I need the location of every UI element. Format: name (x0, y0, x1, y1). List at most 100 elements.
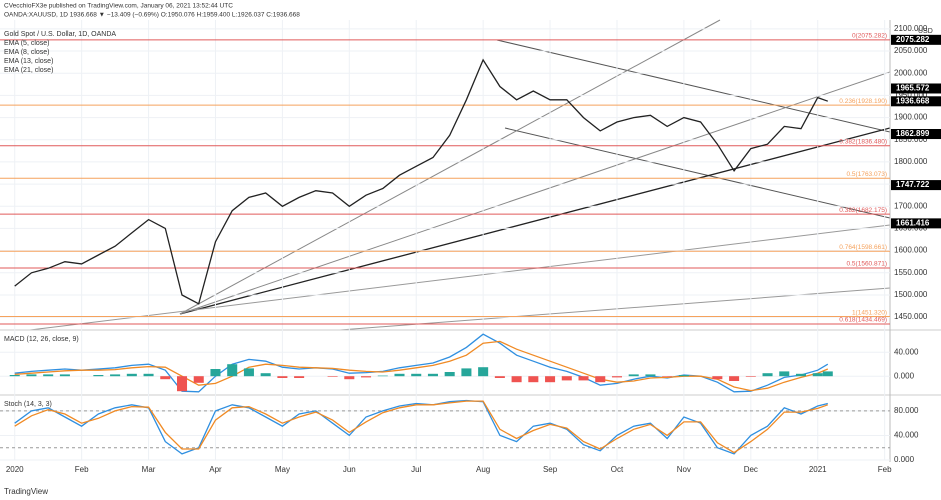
price-tag (891, 96, 941, 107)
fib-label: 0.618(1434.469) (839, 317, 887, 324)
histogram-bar (294, 376, 305, 378)
histogram-bar (511, 376, 522, 383)
y-tick-label: 1900.000 (894, 113, 928, 122)
y-tick-label: 1800.000 (894, 157, 928, 166)
histogram-bar (126, 373, 137, 377)
x-tick-label: Jun (343, 465, 356, 474)
histogram-bar (361, 376, 372, 378)
fib-label: 0.382(1682.175) (839, 207, 887, 214)
histogram-bar (110, 374, 121, 377)
trend-mid (179, 71, 891, 315)
histogram-bar (628, 374, 639, 377)
fib-label: 1(1451.320) (852, 309, 887, 316)
publisher: CVecchioFX3e published on TradingView.co… (4, 3, 233, 10)
histogram-bar (595, 376, 606, 383)
footer-logo: TradingView (4, 487, 48, 496)
histogram-bar (344, 376, 355, 380)
histogram-bar (812, 373, 823, 377)
histogram-bar (143, 373, 154, 377)
histogram-bar (210, 369, 221, 377)
indicator-label: EMA (13, close) (4, 58, 53, 65)
histogram-bar (478, 367, 489, 377)
histogram-bar (327, 376, 338, 377)
x-tick-label: Oct (611, 465, 624, 474)
x-tick-label: Dec (744, 465, 758, 474)
histogram-bar (762, 373, 773, 377)
x-tick-label: Aug (476, 465, 490, 474)
currency: USD (918, 28, 933, 35)
price-tag-label: 1661.416 (896, 218, 930, 227)
histogram-bar (528, 376, 539, 383)
indicator-label: EMA (5, close) (4, 40, 50, 47)
fib-label: 0.382(1836.480) (839, 138, 887, 145)
histogram-bar (779, 371, 790, 377)
fib-label: 0.5(1763.073) (847, 171, 887, 178)
histogram-bar (678, 375, 689, 377)
histogram-bar (561, 376, 572, 381)
y-tick-label: 1850.000 (894, 135, 928, 144)
x-tick-label: 2020 (6, 465, 24, 474)
histogram-bar (461, 368, 472, 377)
indicator-label: EMA (8, close) (4, 49, 50, 56)
series-line (14, 400, 829, 454)
panel-title: Stoch (14, 3, 3) (4, 401, 52, 408)
histogram-bar (43, 374, 54, 377)
x-tick-label: Nov (677, 465, 691, 474)
y-tick-label: 2100.000 (894, 24, 928, 33)
histogram-bar (176, 376, 188, 392)
y-tick-label: 1700.000 (894, 201, 928, 210)
histogram-bar (26, 374, 37, 377)
histogram-bar (712, 376, 723, 380)
histogram-bar (545, 376, 556, 383)
price-tag (891, 129, 941, 140)
price-tag-label: 2075.282 (896, 35, 930, 44)
histogram-bar (227, 364, 238, 377)
histogram-bar (611, 376, 622, 378)
price-tag (891, 218, 941, 229)
histogram-bar (822, 371, 833, 377)
y-tick-label: 1600.000 (894, 246, 928, 255)
y-tick-label: 1450.000 (894, 312, 928, 321)
y-tick-label: 0.000 (894, 455, 915, 464)
histogram-bar (411, 373, 422, 377)
price-tag-label: 1747.722 (896, 180, 930, 189)
price-tag (891, 83, 941, 94)
histogram-bar (9, 375, 20, 377)
histogram-bar (745, 376, 756, 377)
fib-label: 0(2075.282) (852, 33, 887, 40)
x-tick-label: Sep (543, 465, 558, 474)
panel-title: Gold Spot / U.S. Dollar, 1D, OANDA (4, 31, 116, 38)
y-tick-label: 1550.000 (894, 268, 928, 277)
histogram-bar (662, 376, 673, 377)
histogram-bar (160, 376, 171, 380)
histogram-bar (494, 376, 505, 378)
histogram-bar (729, 376, 740, 381)
trend-support (179, 127, 891, 315)
histogram-bar (645, 374, 656, 377)
histogram-bar (193, 376, 204, 383)
histogram-bar (59, 374, 70, 377)
y-tick-label: 80.000 (894, 406, 919, 415)
fib-label: 0.5(1560.871) (847, 261, 887, 268)
histogram-bar (243, 368, 254, 377)
x-tick-label: Feb (878, 465, 892, 474)
fib-label: 0.236(1928.190) (839, 98, 887, 105)
histogram-bar (277, 376, 288, 378)
fib-label: 0.764(1598.661) (839, 244, 887, 251)
y-tick-label: 2050.000 (894, 46, 928, 55)
y-tick-label: 2000.000 (894, 68, 928, 77)
x-tick-label: Mar (142, 465, 156, 474)
symbol-line: OANDA:XAUUSD, 1D 1936.668 ▼ −13.409 (−0.… (4, 12, 300, 19)
x-tick-label: Jul (411, 465, 421, 474)
histogram-bar (795, 373, 807, 377)
histogram-bar (578, 376, 589, 381)
y-tick-label: 0.000 (894, 371, 915, 380)
series-line (14, 58, 829, 305)
y-tick-label: 1950.000 (894, 91, 928, 100)
x-tick-label: May (275, 465, 290, 474)
histogram-bar (93, 375, 104, 377)
x-tick-label: Apr (209, 465, 222, 474)
channel-top (496, 39, 891, 133)
histogram-bar (394, 373, 405, 377)
